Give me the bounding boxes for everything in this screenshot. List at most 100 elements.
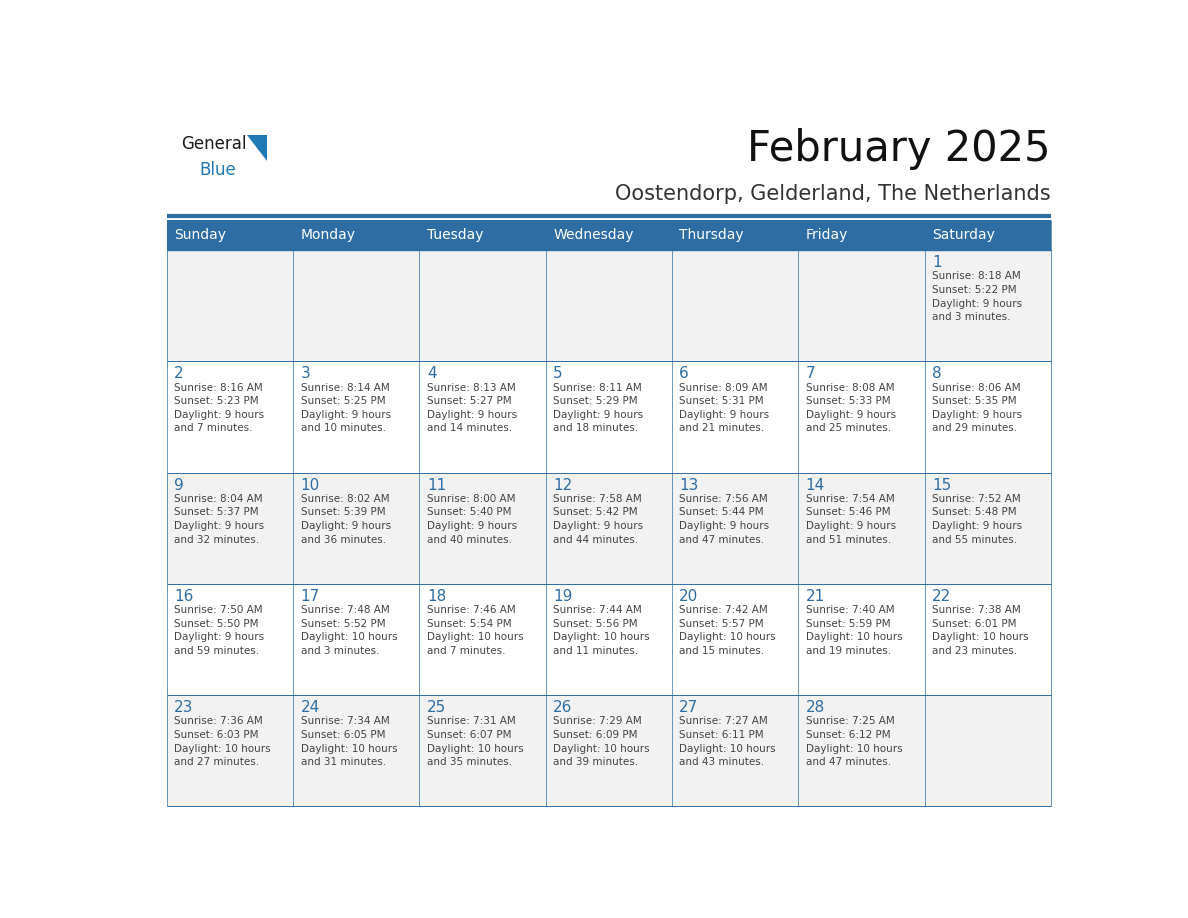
Text: Sunrise: 7:29 AM
Sunset: 6:09 PM
Daylight: 10 hours
and 39 minutes.: Sunrise: 7:29 AM Sunset: 6:09 PM Dayligh… [554,716,650,767]
Text: Sunrise: 8:09 AM
Sunset: 5:31 PM
Daylight: 9 hours
and 21 minutes.: Sunrise: 8:09 AM Sunset: 5:31 PM Dayligh… [680,383,770,433]
Text: Sunrise: 8:11 AM
Sunset: 5:29 PM
Daylight: 9 hours
and 18 minutes.: Sunrise: 8:11 AM Sunset: 5:29 PM Dayligh… [554,383,643,433]
Text: Sunrise: 8:18 AM
Sunset: 5:22 PM
Daylight: 9 hours
and 3 minutes.: Sunrise: 8:18 AM Sunset: 5:22 PM Dayligh… [931,272,1022,322]
Text: 26: 26 [554,700,573,715]
Text: 28: 28 [805,700,824,715]
Text: Sunrise: 7:50 AM
Sunset: 5:50 PM
Daylight: 9 hours
and 59 minutes.: Sunrise: 7:50 AM Sunset: 5:50 PM Dayligh… [175,605,265,655]
Text: Sunrise: 8:16 AM
Sunset: 5:23 PM
Daylight: 9 hours
and 7 minutes.: Sunrise: 8:16 AM Sunset: 5:23 PM Dayligh… [175,383,265,433]
Bar [924,362,1051,473]
Text: 14: 14 [805,477,824,493]
Bar [419,695,545,806]
Bar [545,473,672,584]
Text: Sunrise: 8:02 AM
Sunset: 5:39 PM
Daylight: 9 hours
and 36 minutes.: Sunrise: 8:02 AM Sunset: 5:39 PM Dayligh… [301,494,391,544]
Text: Friday: Friday [805,228,848,242]
Bar [924,584,1051,695]
Bar [166,473,293,584]
Text: Sunrise: 7:48 AM
Sunset: 5:52 PM
Daylight: 10 hours
and 3 minutes.: Sunrise: 7:48 AM Sunset: 5:52 PM Dayligh… [301,605,397,655]
Text: 4: 4 [426,366,436,381]
Text: 6: 6 [680,366,689,381]
Text: 21: 21 [805,588,824,604]
Text: Sunrise: 7:38 AM
Sunset: 6:01 PM
Daylight: 10 hours
and 23 minutes.: Sunrise: 7:38 AM Sunset: 6:01 PM Dayligh… [931,605,1029,655]
Bar [293,473,419,584]
Bar [166,695,293,806]
Text: Tuesday: Tuesday [426,228,484,242]
Text: Sunrise: 8:14 AM
Sunset: 5:25 PM
Daylight: 9 hours
and 10 minutes.: Sunrise: 8:14 AM Sunset: 5:25 PM Dayligh… [301,383,391,433]
Bar [798,362,924,473]
Text: General: General [181,135,246,153]
Text: 24: 24 [301,700,320,715]
Bar [166,250,293,362]
Text: February 2025: February 2025 [747,128,1051,170]
Text: Sunrise: 8:08 AM
Sunset: 5:33 PM
Daylight: 9 hours
and 25 minutes.: Sunrise: 8:08 AM Sunset: 5:33 PM Dayligh… [805,383,896,433]
Text: Oostendorp, Gelderland, The Netherlands: Oostendorp, Gelderland, The Netherlands [615,185,1051,205]
Text: Saturday: Saturday [931,228,994,242]
Bar [419,473,545,584]
Bar [545,695,672,806]
Text: Sunrise: 7:34 AM
Sunset: 6:05 PM
Daylight: 10 hours
and 31 minutes.: Sunrise: 7:34 AM Sunset: 6:05 PM Dayligh… [301,716,397,767]
Text: 16: 16 [175,588,194,604]
Bar [798,584,924,695]
Bar [293,695,419,806]
Text: Sunrise: 8:00 AM
Sunset: 5:40 PM
Daylight: 9 hours
and 40 minutes.: Sunrise: 8:00 AM Sunset: 5:40 PM Dayligh… [426,494,517,544]
Polygon shape [247,135,267,161]
Text: 18: 18 [426,588,446,604]
Text: Sunrise: 7:42 AM
Sunset: 5:57 PM
Daylight: 10 hours
and 15 minutes.: Sunrise: 7:42 AM Sunset: 5:57 PM Dayligh… [680,605,776,655]
Text: 8: 8 [931,366,942,381]
Text: 25: 25 [426,700,446,715]
Text: Monday: Monday [301,228,355,242]
Text: Sunrise: 7:27 AM
Sunset: 6:11 PM
Daylight: 10 hours
and 43 minutes.: Sunrise: 7:27 AM Sunset: 6:11 PM Dayligh… [680,716,776,767]
Text: 15: 15 [931,477,952,493]
Text: 9: 9 [175,477,184,493]
Bar [672,250,798,362]
Bar [672,473,798,584]
Text: Sunrise: 7:36 AM
Sunset: 6:03 PM
Daylight: 10 hours
and 27 minutes.: Sunrise: 7:36 AM Sunset: 6:03 PM Dayligh… [175,716,271,767]
Text: 13: 13 [680,477,699,493]
Bar [419,250,545,362]
Bar [672,362,798,473]
Text: Sunrise: 7:31 AM
Sunset: 6:07 PM
Daylight: 10 hours
and 35 minutes.: Sunrise: 7:31 AM Sunset: 6:07 PM Dayligh… [426,716,524,767]
Text: Thursday: Thursday [680,228,744,242]
Text: Sunrise: 8:04 AM
Sunset: 5:37 PM
Daylight: 9 hours
and 32 minutes.: Sunrise: 8:04 AM Sunset: 5:37 PM Dayligh… [175,494,265,544]
Text: Sunrise: 7:25 AM
Sunset: 6:12 PM
Daylight: 10 hours
and 47 minutes.: Sunrise: 7:25 AM Sunset: 6:12 PM Dayligh… [805,716,902,767]
Text: 12: 12 [554,477,573,493]
Text: 7: 7 [805,366,815,381]
Text: Sunrise: 7:44 AM
Sunset: 5:56 PM
Daylight: 10 hours
and 11 minutes.: Sunrise: 7:44 AM Sunset: 5:56 PM Dayligh… [554,605,650,655]
Text: Sunrise: 8:06 AM
Sunset: 5:35 PM
Daylight: 9 hours
and 29 minutes.: Sunrise: 8:06 AM Sunset: 5:35 PM Dayligh… [931,383,1022,433]
Bar [672,695,798,806]
Bar [798,250,924,362]
Bar [293,584,419,695]
Text: 3: 3 [301,366,310,381]
Bar [672,584,798,695]
Text: 20: 20 [680,588,699,604]
Text: Sunday: Sunday [175,228,226,242]
Text: 2: 2 [175,366,184,381]
Bar [545,250,672,362]
Text: 22: 22 [931,588,952,604]
Bar [924,250,1051,362]
Text: Wednesday: Wednesday [554,228,633,242]
Bar [924,473,1051,584]
Text: Blue: Blue [200,161,236,179]
Bar [419,584,545,695]
Text: Sunrise: 7:54 AM
Sunset: 5:46 PM
Daylight: 9 hours
and 51 minutes.: Sunrise: 7:54 AM Sunset: 5:46 PM Dayligh… [805,494,896,544]
Text: 5: 5 [554,366,563,381]
Text: Sunrise: 7:40 AM
Sunset: 5:59 PM
Daylight: 10 hours
and 19 minutes.: Sunrise: 7:40 AM Sunset: 5:59 PM Dayligh… [805,605,902,655]
Text: Sunrise: 7:52 AM
Sunset: 5:48 PM
Daylight: 9 hours
and 55 minutes.: Sunrise: 7:52 AM Sunset: 5:48 PM Dayligh… [931,494,1022,544]
Bar [545,584,672,695]
Bar [166,584,293,695]
Bar [166,219,1051,250]
Text: Sunrise: 7:58 AM
Sunset: 5:42 PM
Daylight: 9 hours
and 44 minutes.: Sunrise: 7:58 AM Sunset: 5:42 PM Dayligh… [554,494,643,544]
Text: 1: 1 [931,255,942,270]
Text: 19: 19 [554,588,573,604]
Text: Sunrise: 8:13 AM
Sunset: 5:27 PM
Daylight: 9 hours
and 14 minutes.: Sunrise: 8:13 AM Sunset: 5:27 PM Dayligh… [426,383,517,433]
Bar [166,362,293,473]
Bar [293,250,419,362]
Text: 10: 10 [301,477,320,493]
Bar [293,362,419,473]
Text: 17: 17 [301,588,320,604]
Bar [798,473,924,584]
Text: 27: 27 [680,700,699,715]
Text: Sunrise: 7:56 AM
Sunset: 5:44 PM
Daylight: 9 hours
and 47 minutes.: Sunrise: 7:56 AM Sunset: 5:44 PM Dayligh… [680,494,770,544]
Bar [798,695,924,806]
Text: Sunrise: 7:46 AM
Sunset: 5:54 PM
Daylight: 10 hours
and 7 minutes.: Sunrise: 7:46 AM Sunset: 5:54 PM Dayligh… [426,605,524,655]
Bar [924,695,1051,806]
